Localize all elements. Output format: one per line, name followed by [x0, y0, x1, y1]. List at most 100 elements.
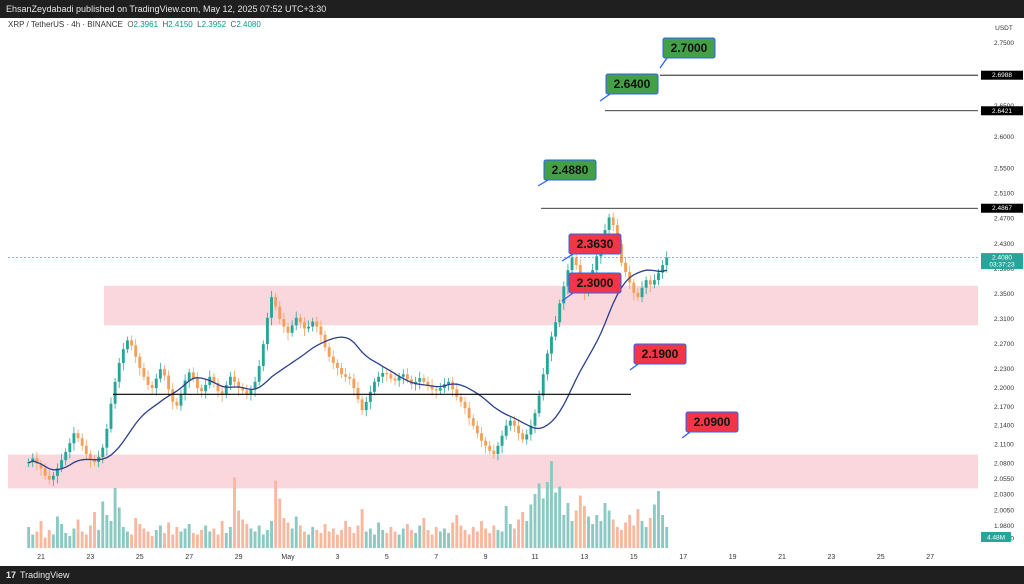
annotation-box[interactable] [543, 159, 597, 181]
price-tag-label: 2.4867 [992, 205, 1012, 212]
candle-body [130, 340, 134, 346]
volume-bar [274, 480, 278, 548]
volume-bar [368, 528, 372, 548]
candle-body [451, 381, 455, 390]
candle-body [237, 381, 241, 389]
y-tick-label: 2.3500 [994, 291, 1014, 298]
volume-bar [541, 498, 545, 548]
price-tag-label: 2.4080 [992, 255, 1012, 262]
candle-body [290, 325, 294, 333]
y-tick-label: 2.0300 [994, 492, 1014, 499]
volume-bar [212, 528, 216, 548]
volume-bar [171, 534, 175, 548]
volume-bar [373, 534, 376, 548]
volume-bar [257, 525, 261, 548]
candle-body [142, 367, 146, 377]
candle-body [150, 384, 154, 389]
volume-bar [97, 530, 101, 548]
candle-body [187, 372, 191, 381]
candle-body [545, 353, 549, 375]
volume-bar [233, 477, 236, 548]
annotation-arrow [561, 292, 574, 302]
candle-body [471, 418, 475, 426]
y-tick-label: 2.6000 [994, 134, 1014, 141]
annotation-box[interactable] [633, 343, 687, 365]
publisher-bar: EhsanZeydabadi published on TradingView.… [0, 0, 1024, 18]
annotation-arrow [659, 57, 668, 69]
symbol-name: XRP / TetherUS · 4h · BINANCE [8, 20, 123, 29]
volume-bar [442, 528, 446, 548]
candle-body [397, 376, 401, 381]
candle-body [154, 378, 158, 389]
volume-bar [311, 527, 315, 548]
volume-bar [459, 525, 463, 548]
volume-bar [381, 530, 385, 548]
candle-body [554, 322, 558, 337]
price-chart[interactable]: 2.7000 2.6400 2.4880 2.3630 2.3000 2.1900 2.09… [0, 18, 1024, 566]
volume-bar [410, 530, 413, 548]
candle-body [56, 468, 59, 476]
x-tick-label: 11 [531, 554, 538, 561]
candle-body [356, 388, 360, 400]
y-tick-label: 2.2300 [994, 366, 1014, 373]
annotation-label: 2.3630 [577, 237, 614, 251]
volume-bar [88, 525, 92, 548]
x-tick-label: 3 [335, 554, 339, 561]
x-tick-label: 25 [877, 554, 885, 561]
volume-bar [447, 533, 450, 548]
y-tick-label: 2.1400 [994, 423, 1014, 430]
volume-bar [348, 527, 352, 548]
tv-logo-icon[interactable]: 17 [6, 570, 17, 580]
volume-bar [282, 518, 286, 548]
annotation-box[interactable] [685, 411, 739, 433]
volume-bar [484, 528, 488, 548]
volume-bar [253, 531, 257, 548]
candle-body [484, 440, 488, 446]
candle-body [270, 297, 273, 318]
candle-body [183, 380, 187, 395]
candle-body [88, 453, 92, 461]
candle-body [327, 347, 331, 357]
candle-body [352, 378, 356, 389]
volume-bar [652, 504, 656, 548]
volume-bar [138, 524, 142, 548]
candle-body [191, 372, 195, 379]
volume-bar [467, 534, 471, 548]
volume-bar [331, 528, 335, 548]
candle-body [422, 378, 426, 382]
candle-body [233, 376, 236, 382]
annotation-label: 2.7000 [671, 41, 708, 55]
annotation-box[interactable] [662, 37, 716, 59]
volume-bar [191, 533, 195, 548]
candle-body [51, 475, 55, 480]
candle-body [335, 362, 339, 368]
candle-body [393, 378, 397, 381]
candle-body [303, 322, 306, 329]
volume-bar [582, 506, 586, 548]
volume-bar [56, 516, 59, 548]
annotation-box[interactable] [568, 272, 622, 294]
volume-bar [130, 534, 134, 548]
high-value: 2.4150 [168, 20, 193, 29]
volume-bar [158, 525, 162, 548]
time-axis[interactable] [0, 548, 980, 566]
x-tick-label: 25 [136, 554, 144, 561]
candle-body [348, 376, 352, 379]
x-tick-label: 29 [235, 554, 243, 561]
annotation-box[interactable] [568, 233, 622, 255]
footer-brand[interactable]: TradingView [20, 570, 70, 580]
volume-bar [550, 461, 553, 548]
candle-body [253, 381, 257, 390]
annotation-box[interactable] [605, 73, 659, 95]
candle-body [661, 265, 665, 273]
volume-bar [640, 521, 644, 548]
publisher-text: EhsanZeydabadi published on TradingView.… [6, 4, 327, 14]
volume-bar [142, 528, 146, 548]
volume-bar [109, 521, 113, 548]
volume-bar [117, 507, 121, 548]
volume-bar [438, 531, 442, 548]
x-tick-label: 7 [434, 554, 438, 561]
low-key: L [197, 20, 202, 29]
candle-body [368, 391, 372, 402]
